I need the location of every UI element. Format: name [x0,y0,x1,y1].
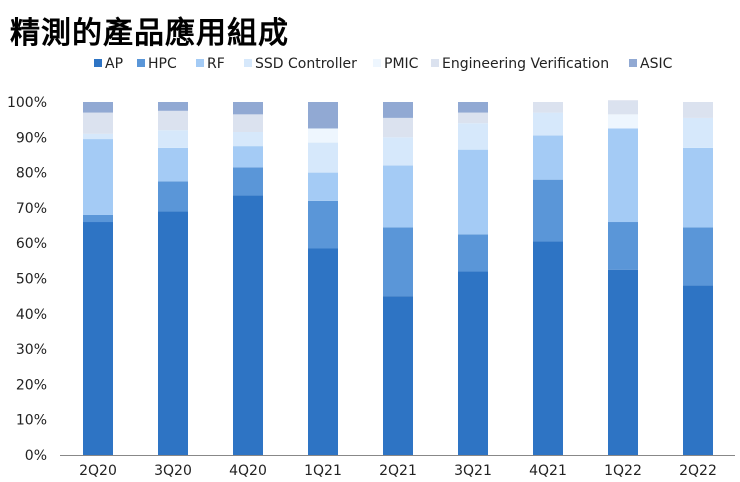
bar-segment-engineering-verification-1q22 [608,100,638,115]
bar-segment-asic-2q21 [383,102,413,118]
bar-segment-asic-2q20 [83,102,113,113]
legend-label-ssd-controller: SSD Controller [255,56,357,72]
bar-segment-ap-3q21 [458,271,488,455]
bar-segment-pmic-1q22 [608,114,638,129]
y-tick-label: 0% [25,448,47,464]
bar-segment-rf-2q21 [383,165,413,228]
bar-segment-ssd-controller-4q21 [533,112,563,136]
bar-segment-asic-3q20 [158,102,188,111]
legend: AP HPC RF SSD Controller PMIC Engineering Ver… [94,56,673,72]
bar-segment-engineering-verification-3q21 [458,112,488,124]
bar-segment-pmic-1q21 [308,128,338,143]
bar-segment-ap-2q21 [383,296,413,455]
y-tick-label: 80% [16,166,47,182]
legend-swatch-pmic [373,59,381,67]
y-tick-label: 40% [16,307,47,323]
bar-segment-ap-4q20 [233,195,263,456]
bar-segment-hpc-3q21 [458,234,488,272]
y-tick-label: 60% [16,236,47,252]
bar-segment-engineering-verification-2q22 [683,102,713,118]
bar-segment-engineering-verification-2q21 [383,117,413,138]
legend-swatch-rf [196,59,204,67]
bar-segment-ap-1q22 [608,269,638,455]
bar-segment-rf-4q20 [233,146,263,168]
legend-swatch-engineering-verification [431,59,439,67]
bar-segment-engineering-verification-3q20 [158,110,188,131]
bar-segment-hpc-1q22 [608,222,638,270]
bar-segment-rf-1q22 [608,128,638,223]
y-tick-label: 70% [16,201,47,217]
y-tick-label: 100% [7,95,47,111]
bar-segment-ap-3q20 [158,211,188,455]
legend-label-pmic: PMIC [384,56,419,72]
bar-segment-ssd-controller-3q20 [158,130,188,148]
legend-swatch-asic [629,59,637,67]
chart-title: 精測的產品應用組成 [10,16,289,51]
legend-swatch-ap [94,59,102,67]
bars [83,100,713,456]
bar-segment-ssd-controller-1q21 [308,142,338,173]
y-tick-label: 90% [16,130,47,146]
bar-segment-rf-1q21 [308,172,338,201]
bar-segment-hpc-4q21 [533,179,563,242]
y-axis: 0% 10% 20% 30% 40% 50% 60% 70% 80% 90% 100% [7,95,47,464]
bar-segment-rf-2q22 [683,147,713,228]
y-tick-label: 10% [16,413,47,429]
bar-segment-ap-2q22 [683,285,713,455]
x-tick-label-3q21: 3Q21 [454,463,492,479]
legend-label-rf: RF [207,56,225,72]
x-axis: 2Q20 3Q20 4Q20 1Q21 2Q21 3Q21 4Q21 1Q22 2Q22 [60,455,735,479]
bar-segment-ssd-controller-4q20 [233,132,263,147]
bar-segment-hpc-1q21 [308,200,338,249]
x-tick-label-2q22: 2Q22 [679,463,717,479]
bar-segment-rf-2q20 [83,139,113,215]
bar-segment-asic-4q20 [233,102,263,115]
x-tick-label-2q20: 2Q20 [79,463,117,479]
bar-segment-engineering-verification-4q21 [533,102,563,113]
bar-segment-engineering-verification-2q20 [83,112,113,134]
legend-label-hpc: HPC [148,56,177,72]
y-tick-label: 50% [16,272,47,288]
bar-segment-hpc-4q20 [233,167,263,196]
x-tick-label-2q21: 2Q21 [379,463,417,479]
bar-segment-hpc-2q22 [683,227,713,286]
bar-segment-hpc-2q20 [83,214,113,223]
x-tick-label-1q21: 1Q21 [304,463,342,479]
x-tick-label-3q20: 3Q20 [154,463,192,479]
bar-segment-rf-3q21 [458,149,488,235]
bar-segment-ssd-controller-2q20 [83,133,113,140]
x-tick-label-4q20: 4Q20 [229,463,267,479]
x-tick-label-1q22: 1Q22 [604,463,642,479]
bar-segment-ap-2q20 [83,222,113,455]
legend-label-engineering-verification: Engineering Verification [442,56,609,72]
legend-label-asic: ASIC [640,56,673,72]
legend-swatch-hpc [137,59,145,67]
y-tick-label: 20% [16,377,47,393]
bar-segment-ssd-controller-2q22 [683,117,713,148]
bar-segment-asic-3q21 [458,102,488,113]
bar-segment-ap-4q21 [533,241,563,455]
bar-segment-asic-1q21 [308,102,338,129]
bar-segment-rf-4q21 [533,135,563,180]
bar-segment-engineering-verification-4q20 [233,114,263,133]
bar-segment-ssd-controller-2q21 [383,137,413,166]
legend-label-ap: AP [105,56,123,72]
bar-segment-ssd-controller-3q21 [458,123,488,150]
bar-segment-hpc-3q20 [158,181,188,212]
y-tick-label: 30% [16,342,47,358]
legend-swatch-ssd-controller [244,59,252,67]
bar-segment-hpc-2q21 [383,227,413,297]
bar-segment-ap-1q21 [308,248,338,455]
bar-segment-rf-3q20 [158,147,188,182]
x-tick-label-4q21: 4Q21 [529,463,567,479]
